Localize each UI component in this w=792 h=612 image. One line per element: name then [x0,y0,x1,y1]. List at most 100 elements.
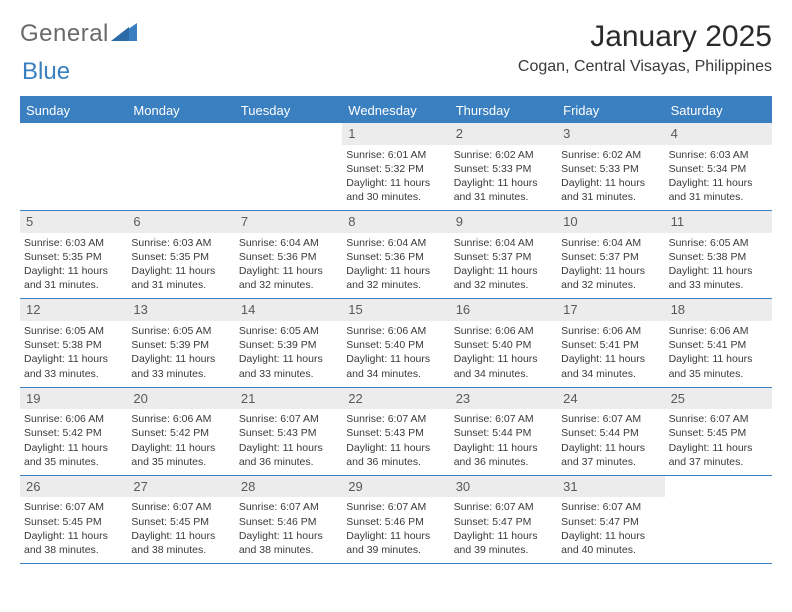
daylight-text: Daylight: 11 hours and 38 minutes. [131,529,230,557]
day-cell-blank [20,123,127,210]
day-cell-15: 15 Sunrise: 6:06 AMSunset: 5:40 PMDayligh… [342,299,449,386]
daylight-text: Daylight: 11 hours and 38 minutes. [24,529,123,557]
sunrise-text: Sunrise: 6:01 AM [346,148,445,162]
day-cell-31: 31Sunrise: 6:07 AMSunset: 5:47 PMDayligh… [557,476,664,563]
day-number: 28 [235,476,342,498]
daylight-text: Daylight: 11 hours and 31 minutes. [669,176,768,204]
sunset-text: Sunset: 5:40 PM [346,338,445,352]
day-number: 6 [127,211,234,233]
day-number: 8 [342,211,449,233]
sunset-text: Sunset: 5:46 PM [346,515,445,529]
calendar: SundayMondayTuesdayWednesdayThursdayFrid… [20,96,772,564]
sunrise-text: Sunrise: 6:03 AM [669,148,768,162]
day-cell-16: 16Sunrise: 6:06 AMSunset: 5:40 PMDayligh… [450,299,557,386]
day-number: 16 [450,299,557,321]
day-cell-11: 11Sunrise: 6:05 AMSunset: 5:38 PMDayligh… [665,211,772,298]
sunset-text: Sunset: 5:37 PM [561,250,660,264]
day-cell-7: 7Sunrise: 6:04 AMSunset: 5:36 PMDaylight… [235,211,342,298]
week-row: 26Sunrise: 6:07 AMSunset: 5:45 PMDayligh… [20,476,772,564]
sunset-text: Sunset: 5:35 PM [131,250,230,264]
sunrise-text: Sunrise: 6:07 AM [131,500,230,514]
daylight-text: Daylight: 11 hours and 33 minutes. [24,352,123,380]
brand-line2: Blue [22,58,70,85]
sunrise-text: Sunrise: 6:03 AM [131,236,230,250]
day-cell-13: 13Sunrise: 6:05 AMSunset: 5:39 PMDayligh… [127,299,234,386]
day-number: 21 [235,388,342,410]
daylight-text: Daylight: 11 hours and 36 minutes. [346,441,445,469]
sunset-text: Sunset: 5:33 PM [561,162,660,176]
weekday-tuesday: Tuesday [235,98,342,123]
sunrise-text: Sunrise: 6:07 AM [239,500,338,514]
sunrise-text: Sunrise: 6:07 AM [346,500,445,514]
sunset-text: Sunset: 5:36 PM [239,250,338,264]
day-number: 23 [450,388,557,410]
day-number: 20 [127,388,234,410]
day-cell-28: 28Sunrise: 6:07 AMSunset: 5:46 PMDayligh… [235,476,342,563]
sunrise-text: Sunrise: 6:07 AM [454,500,553,514]
sunrise-text: Sunrise: 6:05 AM [669,236,768,250]
month-title: January 2025 [518,20,772,54]
day-cell-8: 8Sunrise: 6:04 AMSunset: 5:36 PMDaylight… [342,211,449,298]
brand-line1: General [20,20,109,48]
day-cell-12: 12Sunrise: 6:05 AMSunset: 5:38 PMDayligh… [20,299,127,386]
sunrise-text: Sunrise: 6:06 AM [24,412,123,426]
sunrise-text: Sunrise: 6:07 AM [346,412,445,426]
sunrise-text: Sunrise: 6:06 AM [669,324,768,338]
day-number [665,476,772,498]
day-cell-19: 19Sunrise: 6:06 AMSunset: 5:42 PMDayligh… [20,388,127,475]
weekday-monday: Monday [127,98,234,123]
day-cell-26: 26Sunrise: 6:07 AMSunset: 5:45 PMDayligh… [20,476,127,563]
sunset-text: Sunset: 5:33 PM [454,162,553,176]
day-number: 22 [342,388,449,410]
daylight-text: Daylight: 11 hours and 32 minutes. [561,264,660,292]
sunset-text: Sunset: 5:39 PM [239,338,338,352]
daylight-text: Daylight: 11 hours and 39 minutes. [454,529,553,557]
day-cell-10: 10Sunrise: 6:04 AMSunset: 5:37 PMDayligh… [557,211,664,298]
day-number: 15 [342,299,449,321]
sunrise-text: Sunrise: 6:06 AM [346,324,445,338]
sunrise-text: Sunrise: 6:06 AM [454,324,553,338]
sunset-text: Sunset: 5:43 PM [346,426,445,440]
day-number: 24 [557,388,664,410]
daylight-text: Daylight: 11 hours and 33 minutes. [669,264,768,292]
sunset-text: Sunset: 5:41 PM [669,338,768,352]
sunset-text: Sunset: 5:47 PM [454,515,553,529]
day-number [235,123,342,145]
daylight-text: Daylight: 11 hours and 31 minutes. [131,264,230,292]
daylight-text: Daylight: 11 hours and 34 minutes. [561,352,660,380]
sunrise-text: Sunrise: 6:04 AM [561,236,660,250]
sunset-text: Sunset: 5:45 PM [24,515,123,529]
day-number: 27 [127,476,234,498]
day-cell-27: 27 Sunrise: 6:07 AMSunset: 5:45 PMDayligh… [127,476,234,563]
sunset-text: Sunset: 5:44 PM [454,426,553,440]
sunrise-text: Sunrise: 6:05 AM [131,324,230,338]
day-number [20,123,127,145]
daylight-text: Daylight: 11 hours and 32 minutes. [454,264,553,292]
daylight-text: Daylight: 11 hours and 30 minutes. [346,176,445,204]
day-number: 30 [450,476,557,498]
sunrise-text: Sunrise: 6:07 AM [24,500,123,514]
day-number: 29 [342,476,449,498]
day-number: 19 [20,388,127,410]
daylight-text: Daylight: 11 hours and 31 minutes. [454,176,553,204]
sunset-text: Sunset: 5:43 PM [239,426,338,440]
daylight-text: Daylight: 11 hours and 34 minutes. [346,352,445,380]
sunset-text: Sunset: 5:40 PM [454,338,553,352]
sunrise-text: Sunrise: 6:07 AM [669,412,768,426]
weekday-header: SundayMondayTuesdayWednesdayThursdayFrid… [20,98,772,123]
day-number: 1 [342,123,449,145]
sunset-text: Sunset: 5:34 PM [669,162,768,176]
day-number: 3 [557,123,664,145]
day-number: 9 [450,211,557,233]
sunset-text: Sunset: 5:42 PM [24,426,123,440]
sunset-text: Sunset: 5:45 PM [131,515,230,529]
day-number: 18 [665,299,772,321]
daylight-text: Daylight: 11 hours and 36 minutes. [454,441,553,469]
sunrise-text: Sunrise: 6:06 AM [131,412,230,426]
daylight-text: Daylight: 11 hours and 33 minutes. [131,352,230,380]
daylight-text: Daylight: 11 hours and 35 minutes. [669,352,768,380]
day-cell-29: 29Sunrise: 6:07 AMSunset: 5:46 PMDayligh… [342,476,449,563]
day-cell-21: 21Sunrise: 6:07 AMSunset: 5:43 PMDayligh… [235,388,342,475]
sunrise-text: Sunrise: 6:06 AM [561,324,660,338]
sunset-text: Sunset: 5:38 PM [669,250,768,264]
